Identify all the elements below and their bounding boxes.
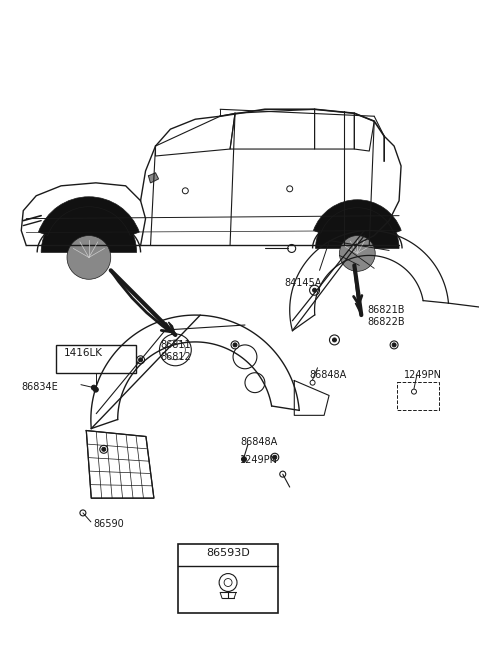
Text: 86811: 86811	[160, 340, 191, 350]
Circle shape	[310, 380, 315, 385]
Circle shape	[100, 445, 108, 453]
Circle shape	[390, 341, 398, 349]
Circle shape	[339, 236, 375, 272]
Circle shape	[139, 358, 143, 362]
Text: 86593D: 86593D	[206, 548, 250, 558]
Text: 86834E: 86834E	[21, 382, 58, 392]
Text: 1416LK: 1416LK	[64, 348, 103, 358]
Polygon shape	[86, 430, 154, 498]
Circle shape	[333, 338, 336, 342]
Circle shape	[411, 389, 417, 394]
Circle shape	[288, 245, 296, 253]
Wedge shape	[315, 207, 399, 249]
Circle shape	[233, 343, 237, 347]
Bar	[397, 382, 439, 409]
Bar	[56, 345, 136, 373]
Circle shape	[67, 236, 111, 279]
Circle shape	[271, 453, 279, 461]
Text: 86822B: 86822B	[367, 317, 405, 327]
Circle shape	[392, 343, 396, 347]
Wedge shape	[41, 205, 137, 253]
Circle shape	[273, 455, 277, 459]
Bar	[179, 544, 278, 613]
Circle shape	[102, 447, 106, 451]
Text: 86590: 86590	[94, 519, 125, 529]
Circle shape	[137, 356, 144, 364]
Polygon shape	[148, 173, 158, 183]
Text: 86812: 86812	[160, 352, 191, 362]
Wedge shape	[313, 199, 401, 234]
Circle shape	[93, 387, 98, 392]
Polygon shape	[355, 303, 361, 315]
Text: 86848A: 86848A	[310, 370, 347, 380]
Circle shape	[287, 186, 293, 192]
Circle shape	[80, 510, 86, 516]
Circle shape	[310, 285, 320, 295]
Wedge shape	[38, 197, 139, 236]
Circle shape	[182, 188, 188, 194]
Circle shape	[312, 288, 316, 292]
Circle shape	[219, 573, 237, 592]
Circle shape	[245, 373, 265, 393]
Polygon shape	[168, 322, 175, 335]
Text: 1249PN: 1249PN	[240, 455, 278, 465]
Text: 86848A: 86848A	[240, 438, 277, 447]
Circle shape	[231, 341, 239, 349]
Text: 1249PN: 1249PN	[404, 370, 442, 380]
Circle shape	[233, 345, 257, 369]
Circle shape	[224, 579, 232, 586]
Circle shape	[329, 335, 339, 345]
Text: 84145A: 84145A	[285, 278, 322, 288]
Circle shape	[280, 471, 286, 477]
Circle shape	[91, 385, 96, 390]
Circle shape	[241, 457, 246, 462]
Text: 86821B: 86821B	[367, 305, 405, 315]
Circle shape	[166, 340, 185, 359]
Circle shape	[159, 334, 192, 366]
